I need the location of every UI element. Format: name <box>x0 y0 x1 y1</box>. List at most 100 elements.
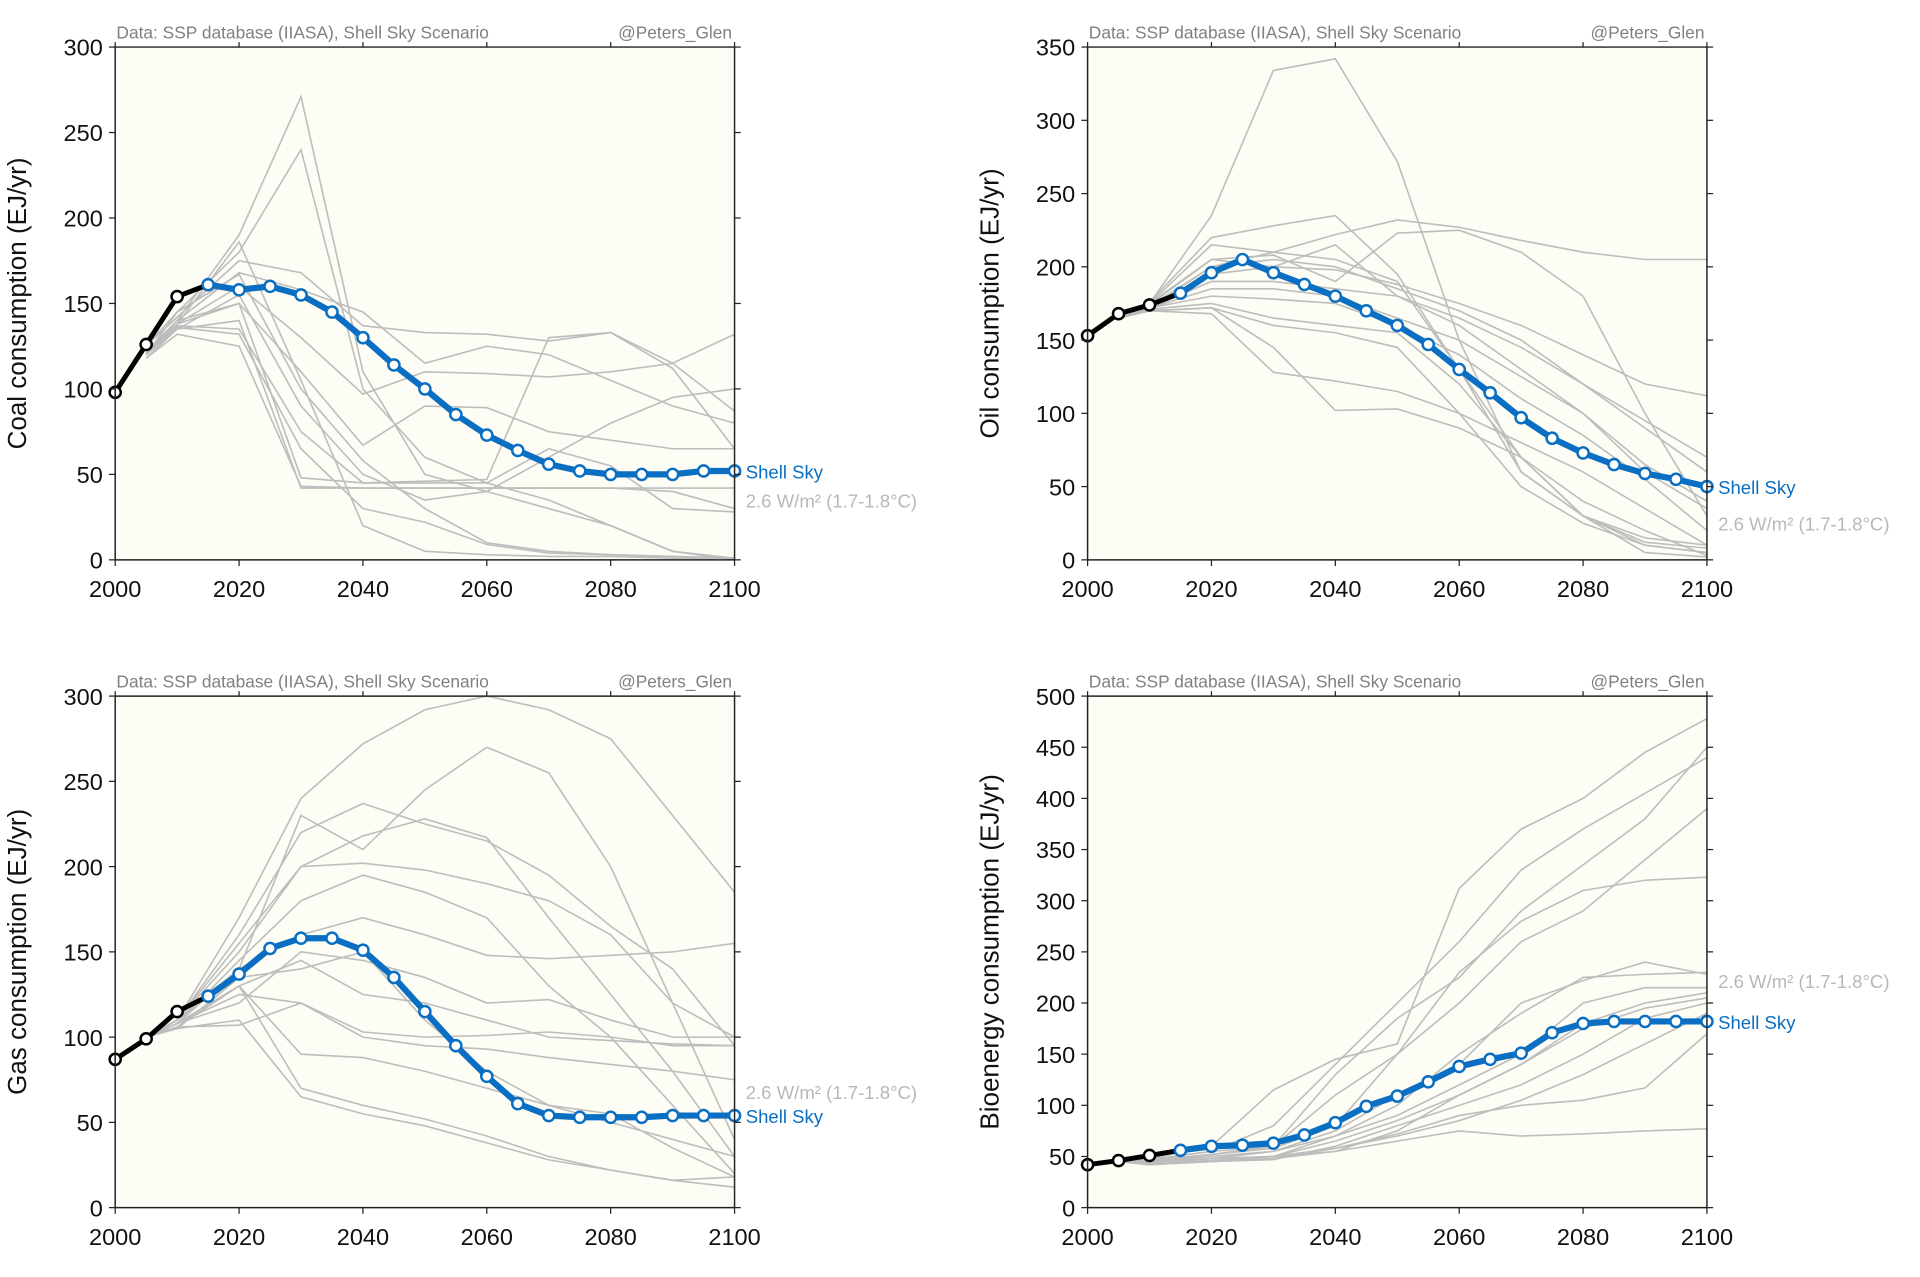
x-tick-label: 2080 <box>585 1224 637 1250</box>
shell-sky-point <box>1576 1016 1590 1031</box>
shell-sky-point <box>1173 1143 1188 1158</box>
x-tick-label: 2040 <box>337 576 389 602</box>
scenario-label: 2.6 W/m² (1.7-1.8°C) <box>1718 971 1889 992</box>
x-tick-label: 2080 <box>585 576 637 602</box>
y-axis-label: Bioenergy consumption (EJ/yr) <box>974 774 1004 1129</box>
plot-area <box>1087 696 1707 1208</box>
shell-sky-point <box>603 467 618 482</box>
historical-point <box>139 337 153 352</box>
shell-sky-point <box>387 358 401 372</box>
x-tick-label: 2000 <box>89 576 141 602</box>
y-tick-label: 0 <box>1062 548 1075 574</box>
shell-sky-point <box>356 330 370 345</box>
y-tick-label: 250 <box>64 769 103 795</box>
shell-sky-point <box>449 1038 463 1053</box>
x-tick-label: 2000 <box>1061 1224 1113 1250</box>
y-tick-label: 100 <box>1036 401 1075 427</box>
y-tick-label: 100 <box>64 377 103 403</box>
shell-sky-point <box>572 464 587 478</box>
shell-sky-point <box>1638 1014 1652 1029</box>
shell-sky-point <box>387 970 401 985</box>
y-tick-label: 300 <box>64 35 103 61</box>
y-tick-label: 50 <box>77 462 103 488</box>
panel-gas: 2000 2020 2040 2060 2080 2100 0 50 100 150 200 250 3… <box>2 671 917 1249</box>
scenario-line <box>1118 1012 1708 1164</box>
shell-sky-point <box>1576 446 1590 460</box>
y-axis-label: Gas consumption (EJ/yr) <box>2 809 32 1095</box>
y-tick-label: 50 <box>1049 474 1075 500</box>
x-tick-label: 2060 <box>1433 1224 1485 1250</box>
shell-sky-point <box>1266 265 1281 280</box>
y-axis-label: Coal consumption (EJ/yr) <box>2 158 32 450</box>
panel-oil: 2000 2020 2040 2060 2080 2100 0 50 100 150 200 250 3… <box>974 22 1889 602</box>
y-tick-label: 350 <box>1036 35 1075 61</box>
credit-handle: @Peters_Glen <box>1591 22 1705 42</box>
y-tick-label: 150 <box>64 940 103 966</box>
shell-sky-point <box>201 989 215 1004</box>
historical-point <box>170 1004 184 1019</box>
scenario-line <box>145 147 735 559</box>
x-tick-label: 2020 <box>213 1224 265 1250</box>
shell-sky-point <box>1421 1074 1436 1089</box>
scenario-line <box>145 1019 735 1182</box>
x-tick-label: 2020 <box>1185 576 1237 602</box>
shell-sky-point <box>634 467 649 482</box>
historical-line <box>1086 290 1182 338</box>
historical-line <box>1087 1147 1181 1168</box>
shell-sky-point <box>1669 1014 1683 1029</box>
y-tick-label: 250 <box>64 120 103 146</box>
x-tick-label: 2040 <box>1309 1224 1361 1250</box>
historical-point <box>1111 1153 1126 1168</box>
y-axis-label: Oil consumption (EJ/yr) <box>974 168 1004 438</box>
shell-sky-point <box>1452 362 1467 377</box>
data-source-note: Data: SSP database (IIASA), Shell Sky Sc… <box>1089 671 1461 691</box>
shell-sky-point <box>418 382 432 396</box>
shell-sky-label: Shell Sky <box>746 1106 824 1127</box>
shell-sky-point <box>1173 286 1188 301</box>
shell-sky-point <box>449 407 463 422</box>
historical-point <box>1111 306 1126 321</box>
shell-sky-point <box>665 1108 680 1123</box>
y-tick-label: 50 <box>77 1110 103 1136</box>
scenario-line <box>145 695 736 1038</box>
y-tick-label: 300 <box>1036 108 1075 134</box>
scenario-line <box>145 302 736 484</box>
shell-sky-point <box>294 288 308 302</box>
scenario-line <box>145 950 735 1178</box>
shell-sky-point <box>541 457 556 471</box>
shell-sky-point <box>1607 1014 1621 1029</box>
scenario-line <box>145 333 735 510</box>
shell-sky-point <box>510 443 525 458</box>
shell-sky-point <box>1328 1115 1343 1130</box>
shell-sky-point <box>1390 1089 1405 1103</box>
shell-sky-point <box>541 1108 556 1123</box>
x-tick-label: 2100 <box>708 1224 760 1250</box>
scenario-line <box>1118 302 1708 546</box>
shell-sky-point <box>1545 431 1559 446</box>
x-tick-label: 2040 <box>337 1224 389 1250</box>
x-tick-label: 2080 <box>1557 1224 1609 1250</box>
shell-sky-point <box>356 943 370 957</box>
historical-line <box>113 282 209 394</box>
shell-sky-point <box>1483 386 1497 400</box>
shell-sky-point <box>201 277 215 292</box>
historical-point <box>1142 298 1157 312</box>
scenario-line <box>1118 219 1707 319</box>
x-tick-label: 2100 <box>1681 576 1733 602</box>
shell-sky-point <box>696 464 711 478</box>
scenario-label: 2.6 W/m² (1.7-1.8°C) <box>746 1082 917 1103</box>
shell-sky-point <box>1607 457 1621 472</box>
historical-point <box>139 1032 153 1046</box>
shell-sky-point <box>325 931 339 946</box>
scenario-line <box>1118 280 1708 458</box>
scenario-line <box>145 818 736 1157</box>
panel-bioenergy: 2000 2020 2040 2060 2080 2100 0 50 100 150 200 250 3… <box>974 671 1889 1249</box>
shell-sky-point <box>263 941 277 956</box>
y-tick-label: 450 <box>1036 735 1075 761</box>
shell-sky-point <box>1452 1059 1467 1074</box>
x-tick-label: 2040 <box>1309 576 1361 602</box>
y-tick-label: 350 <box>1036 837 1075 863</box>
y-tick-label: 0 <box>90 1195 103 1221</box>
scenario-line <box>145 302 735 450</box>
